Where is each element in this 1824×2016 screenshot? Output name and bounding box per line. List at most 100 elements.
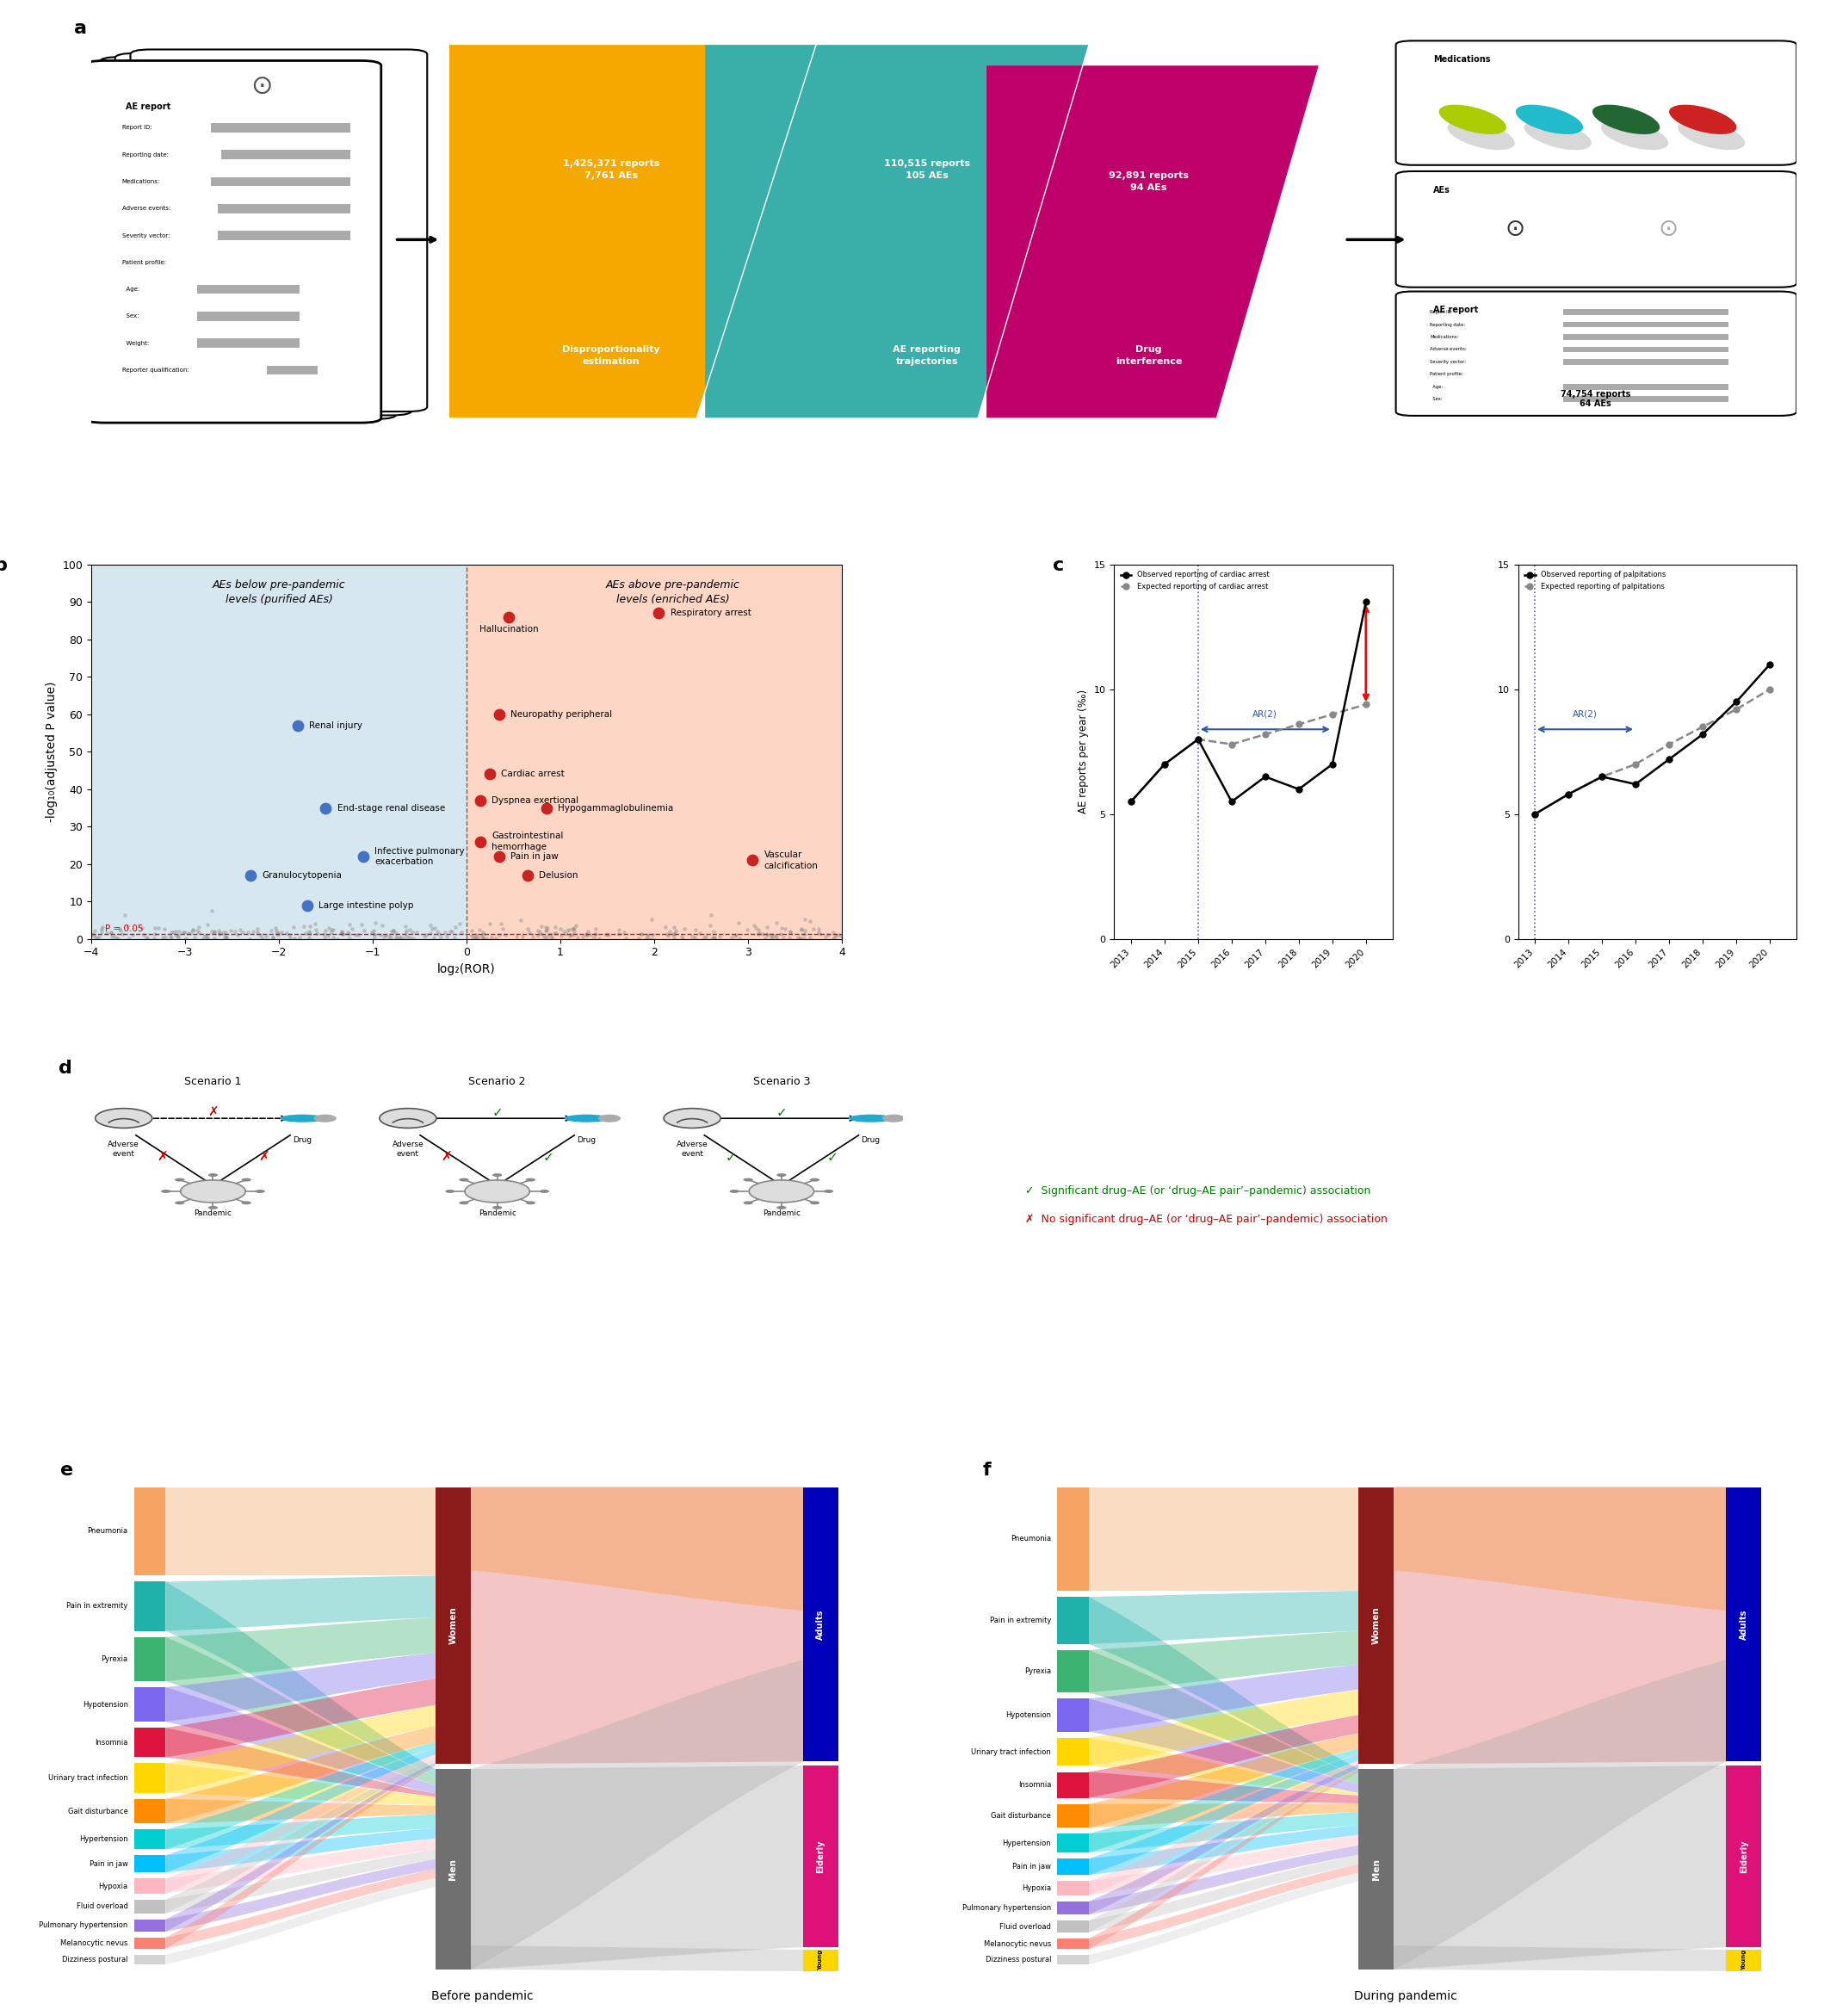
Text: b: b (0, 556, 7, 575)
Polygon shape (1563, 335, 1729, 341)
Text: Adverse events:: Adverse events: (1430, 347, 1466, 351)
Text: Fluid overload: Fluid overload (77, 1903, 128, 1911)
Point (533, 792, 562, 825)
Polygon shape (1058, 1488, 1089, 1591)
Point (720, 919, 750, 952)
Text: Pulmonary hypertension: Pulmonary hypertension (38, 1921, 128, 1929)
Point (571, 919, 600, 952)
Point (228, 915, 257, 948)
Point (638, 919, 668, 952)
Text: Gait disturbance: Gait disturbance (990, 1812, 1051, 1820)
Circle shape (810, 1177, 819, 1181)
Point (595, 919, 624, 952)
Point (275, 921, 305, 954)
Circle shape (208, 1206, 217, 1210)
Point (485, 698, 514, 730)
Text: AEs above pre-pandemic
levels (enriched AEs): AEs above pre-pandemic levels (enriched … (606, 581, 741, 605)
Point (370, 921, 399, 954)
Text: Elderly: Elderly (1740, 1841, 1747, 1873)
Text: Insomnia: Insomnia (1018, 1780, 1051, 1788)
Polygon shape (1394, 1945, 1726, 1972)
Point (469, 921, 498, 954)
Point (427, 921, 456, 954)
Text: End-stage renal disease: End-stage renal disease (337, 804, 445, 812)
Point (418, 913, 447, 946)
Point (272, 917, 301, 950)
Polygon shape (166, 1577, 436, 1631)
Text: Adults: Adults (817, 1609, 824, 1639)
Point (545, 913, 575, 946)
Polygon shape (1058, 1901, 1089, 1915)
Point (157, 917, 186, 950)
Text: Hypertension: Hypertension (1003, 1839, 1051, 1847)
Circle shape (161, 1189, 171, 1193)
Text: e: e (60, 1462, 73, 1480)
Circle shape (750, 1179, 814, 1204)
Point (680, 921, 710, 954)
Text: ✗: ✗ (208, 1107, 219, 1119)
Point (744, 917, 773, 950)
Point (336, 909, 365, 941)
Point (445, 907, 474, 939)
Polygon shape (166, 1798, 436, 1824)
Point (416, 917, 445, 950)
Point (653, 917, 682, 950)
Polygon shape (706, 44, 1089, 417)
Point (531, 915, 560, 948)
Point (689, 921, 719, 954)
Point (700, 923, 730, 956)
Point (558, 913, 587, 946)
Point (235, 923, 264, 956)
Polygon shape (1359, 1770, 1394, 1970)
Point (576, 919, 606, 952)
Text: Age:: Age: (1430, 385, 1443, 389)
Text: Pain in extremity: Pain in extremity (66, 1603, 128, 1611)
Point (182, 915, 212, 948)
Polygon shape (1089, 1812, 1359, 1853)
Polygon shape (135, 1879, 166, 1893)
Circle shape (824, 1189, 834, 1193)
Point (131, 921, 161, 954)
Point (208, 917, 237, 950)
Point (788, 913, 817, 946)
Text: Pain in jaw: Pain in jaw (511, 853, 558, 861)
Point (164, 921, 193, 954)
Point (82, 921, 111, 954)
Point (790, 903, 819, 935)
Text: Pandemic: Pandemic (193, 1210, 232, 1218)
Polygon shape (1058, 1835, 1089, 1853)
Point (766, 917, 795, 950)
Text: During pandemic: During pandemic (1353, 1990, 1457, 2002)
Bar (467, 564, 843, 939)
Point (303, 917, 332, 950)
Text: Men: Men (449, 1859, 458, 1881)
Point (482, 921, 511, 954)
Point (162, 919, 192, 952)
Point (540, 917, 569, 950)
Point (637, 903, 666, 935)
Polygon shape (987, 67, 1319, 417)
Polygon shape (1089, 1748, 1359, 1853)
Polygon shape (1058, 1921, 1089, 1933)
Point (624, 923, 653, 956)
Point (130, 919, 159, 952)
Polygon shape (166, 1742, 436, 1849)
Polygon shape (1089, 1768, 1359, 1933)
Point (469, 917, 498, 950)
Text: AR(2): AR(2) (1572, 710, 1598, 718)
Polygon shape (1394, 1488, 1726, 1764)
Point (768, 911, 797, 943)
Point (525, 915, 554, 948)
Text: Pyrexia: Pyrexia (1025, 1667, 1051, 1675)
Polygon shape (1359, 1488, 1394, 1764)
Point (821, 919, 850, 952)
Point (246, 919, 275, 952)
Point (551, 917, 580, 950)
Point (97, 919, 126, 952)
Text: Cardiac arrest: Cardiac arrest (502, 770, 565, 778)
Text: Melanocytic nevus: Melanocytic nevus (983, 1939, 1051, 1947)
Circle shape (95, 1109, 151, 1129)
Text: d: d (58, 1060, 73, 1077)
Point (157, 921, 186, 954)
Circle shape (241, 1202, 252, 1204)
